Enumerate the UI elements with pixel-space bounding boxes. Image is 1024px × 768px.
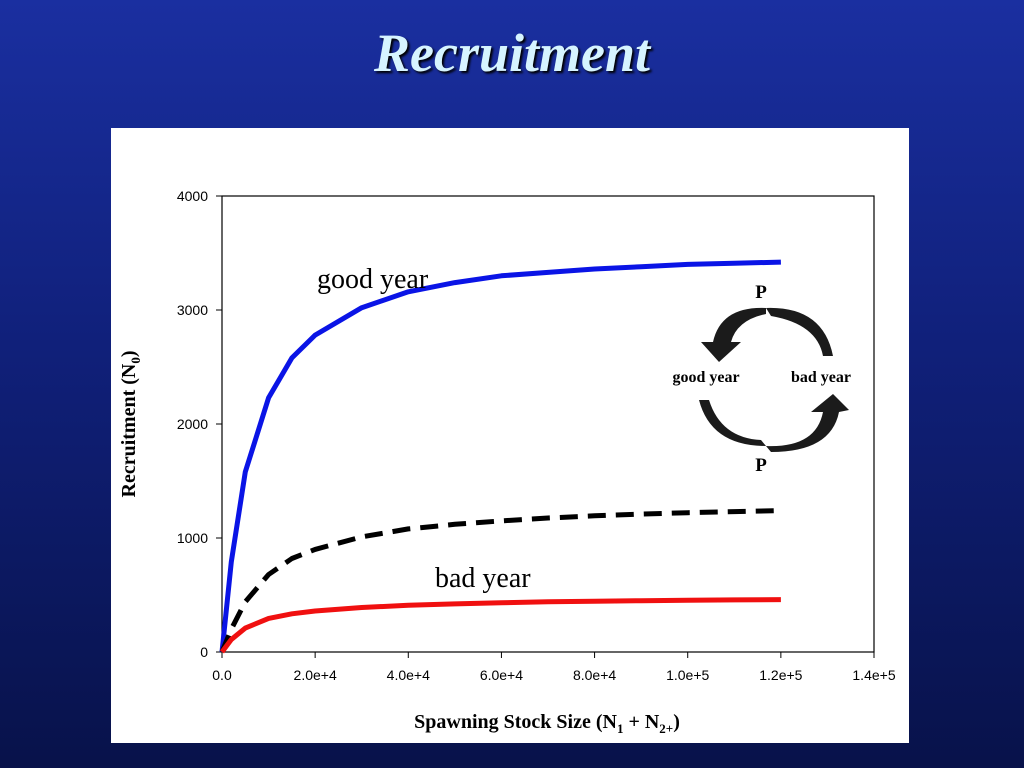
y-tick-label: 2000 [177, 416, 208, 432]
annotation-good-year: good year [317, 264, 429, 295]
x-axis-title: Spawning Stock Size (N1 + N2+) [414, 711, 680, 736]
x-tick-label: 1.0e+5 [666, 667, 709, 683]
series-line-good [219, 259, 781, 653]
slide-title: Recruitment [373, 23, 650, 83]
y-tick-label: 4000 [177, 188, 208, 204]
year-cycle-diagram: P P good year bad year [672, 282, 851, 476]
cycle-label-good-year: good year [672, 369, 739, 386]
annotation-bad-year: bad year [435, 563, 531, 594]
cycle-label-bad-year: bad year [791, 369, 851, 386]
y-tick-label: 1000 [177, 530, 208, 546]
series-layer [219, 259, 781, 654]
x-tick-label: 4.0e+4 [387, 667, 430, 683]
x-tick-label: 1.2e+5 [759, 667, 802, 683]
cycle-arrow-bottom-right-icon [766, 394, 849, 452]
chart-panel: 0.0 2.0e+4 4.0e+4 6.0e+4 8.0e+4 1.0e+5 1.2e+5 1… [111, 128, 909, 743]
cycle-arrow-top-right-icon [766, 307, 833, 356]
cycle-p-top: P [755, 282, 767, 303]
y-tick-label: 3000 [177, 302, 208, 318]
x-tick-label: 8.0e+4 [573, 667, 616, 683]
recruitment-chart: 0.0 2.0e+4 4.0e+4 6.0e+4 8.0e+4 1.0e+5 1.2e+5 1… [118, 188, 896, 736]
x-tick-label: 1.4e+5 [852, 667, 895, 683]
cycle-arrow-top-left-icon [701, 307, 766, 362]
x-tick-label: 0.0 [212, 667, 232, 683]
series-line-bad [219, 597, 781, 654]
cycle-arrow-bottom-left-icon [699, 400, 766, 446]
y-tick-label: 0 [200, 644, 208, 660]
x-tick-label: 2.0e+4 [294, 667, 337, 683]
cycle-p-bottom: P [755, 455, 767, 476]
series-line-average [219, 508, 781, 653]
x-tick-label: 6.0e+4 [480, 667, 523, 683]
y-axis-title: Recruitment (N0) [118, 350, 143, 497]
axis-ticks: 0.0 2.0e+4 4.0e+4 6.0e+4 8.0e+4 1.0e+5 1.2e+5 1… [177, 188, 896, 683]
